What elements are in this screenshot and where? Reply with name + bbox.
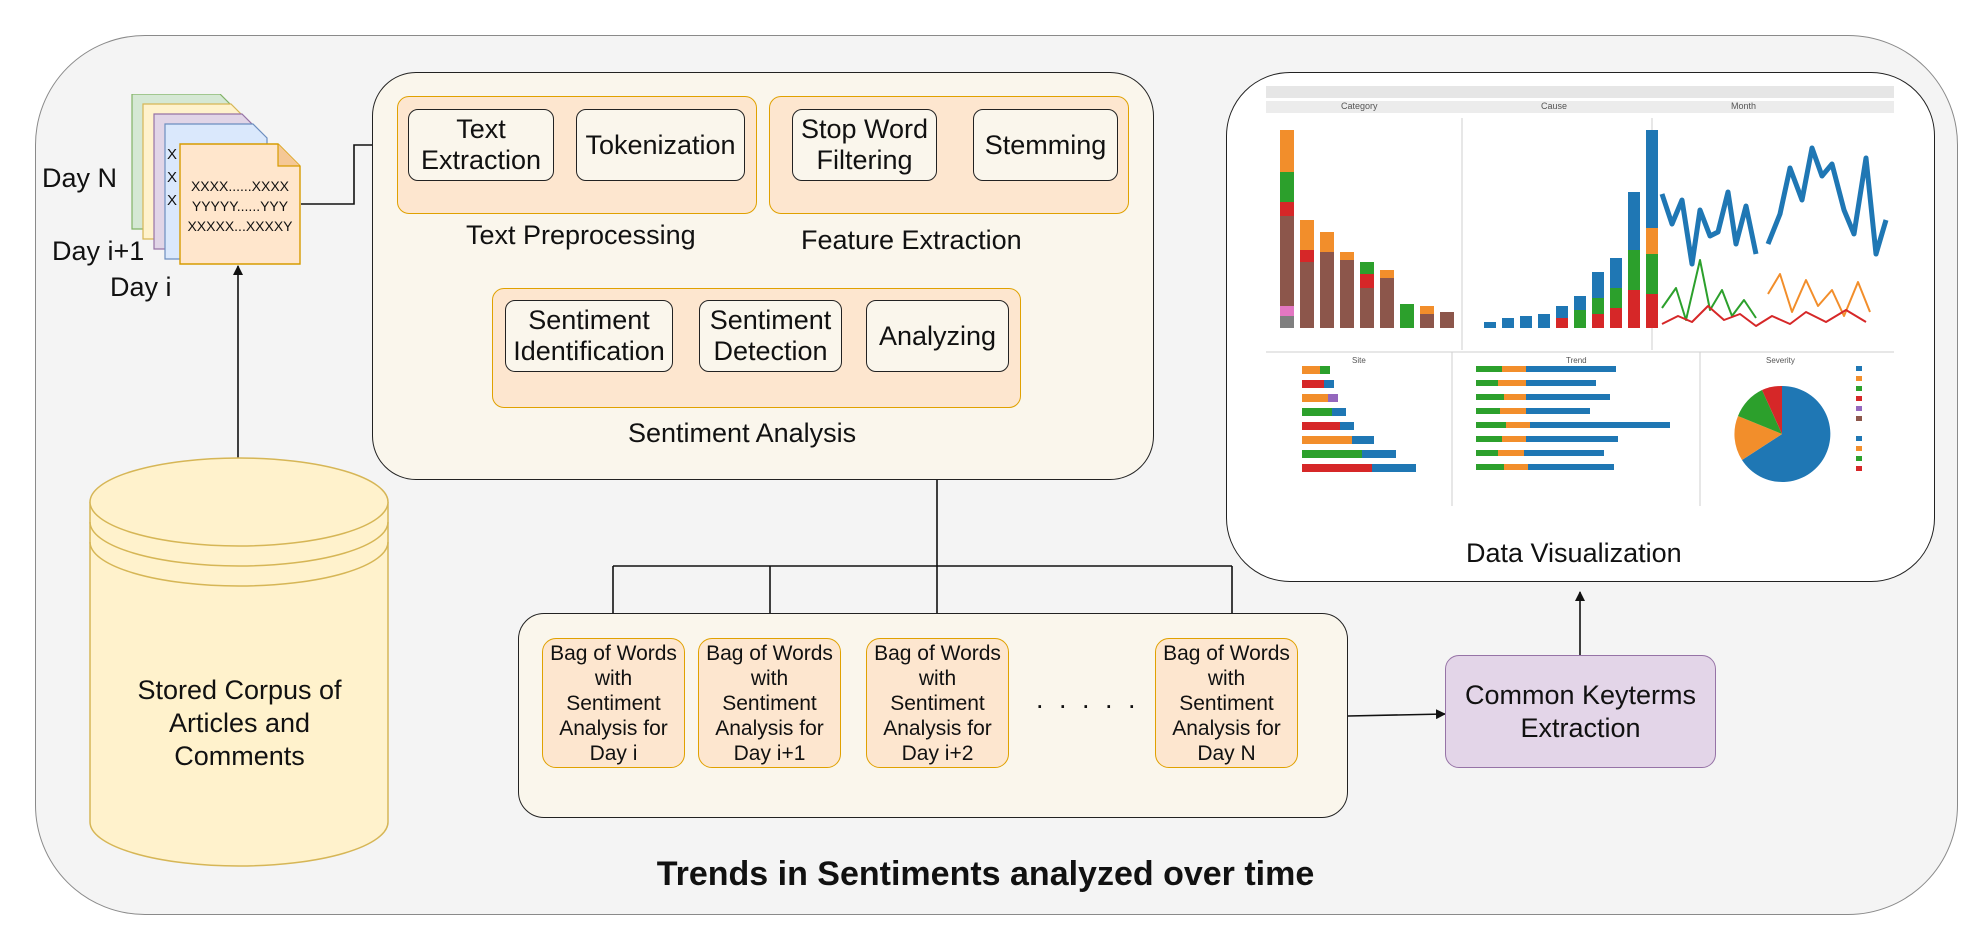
doc-line-3: XXXXX...XXXXY: [187, 218, 293, 234]
front-document: XXXX......XXXX YYYYY......YYY XXXXX...XX…: [180, 176, 300, 236]
day-i-plus-1-label: Day i+1: [52, 236, 145, 266]
data-visualization-label: Data Visualization: [1466, 538, 1682, 568]
bag-of-words-day-i-plus-2: Bag of Words with Sentiment Analysis for…: [866, 638, 1009, 768]
common-keyterms-extraction-box: Common Keyterms Extraction: [1445, 655, 1716, 768]
bag-of-words-day-i-plus-1: Bag of Words with Sentiment Analysis for…: [698, 638, 841, 768]
dashboard-header-cause: Cause: [1541, 101, 1568, 111]
dashboard-header-row: [1266, 86, 1894, 98]
doc-stub-line-3: X: [167, 192, 178, 209]
document-stack: X X X XXXX......XXXX YYYYY......YYY XXXX…: [130, 94, 305, 266]
database-label: Stored Corpus of Articles and Comments: [137, 675, 342, 771]
database-cylinder: Stored Corpus of Articles and Comments: [88, 456, 391, 868]
doc-line-2: YYYYY......YYY: [191, 198, 289, 214]
dashboard-graphics: [1266, 118, 1894, 506]
dashboard-header-month: Month: [1731, 101, 1757, 111]
day-i-label: Day i: [110, 272, 172, 302]
bag-of-words-day-i: Bag of Words with Sentiment Analysis for…: [542, 638, 685, 768]
sentiment-analysis-label: Sentiment Analysis: [628, 418, 857, 448]
sentiment-detection-box: Sentiment Detection: [699, 300, 842, 372]
dashboard-header-severity: Severity: [1766, 356, 1795, 365]
arrow-bags-to-keyterms: [1347, 709, 1446, 720]
bags-ellipsis: . . . . .: [1036, 684, 1140, 714]
day-n-label: Day N: [42, 163, 118, 193]
bag-of-words-day-n: Bag of Words with Sentiment Analysis for…: [1155, 638, 1298, 768]
dashboard-header-category: Category: [1341, 101, 1378, 111]
dashboard-header-trend: Trend: [1566, 356, 1587, 365]
text-extraction-box: Text Extraction: [408, 109, 554, 181]
dashboard-header-site: Site: [1352, 356, 1366, 365]
dashboard-thumbnail: Category Cause Month: [1266, 84, 1894, 512]
stop-word-filtering-box: Stop Word Filtering: [792, 109, 937, 181]
doc-stub-line-2: X: [167, 169, 178, 186]
analyzing-box: Analyzing: [866, 300, 1009, 372]
footer-title: Trends in Sentiments analyzed over time: [656, 855, 1315, 893]
feature-extraction-label: Feature Extraction: [801, 225, 1022, 255]
sentiment-identification-box: Sentiment Identification: [505, 300, 673, 372]
text-preprocessing-label: Text Preprocessing: [466, 220, 696, 250]
stemming-box: Stemming: [973, 109, 1118, 181]
doc-stub-line-1: X: [167, 146, 178, 163]
doc-line-1: XXXX......XXXX: [190, 178, 290, 194]
dashboard-subheader-row: [1266, 101, 1894, 113]
tokenization-box: Tokenization: [576, 109, 745, 181]
